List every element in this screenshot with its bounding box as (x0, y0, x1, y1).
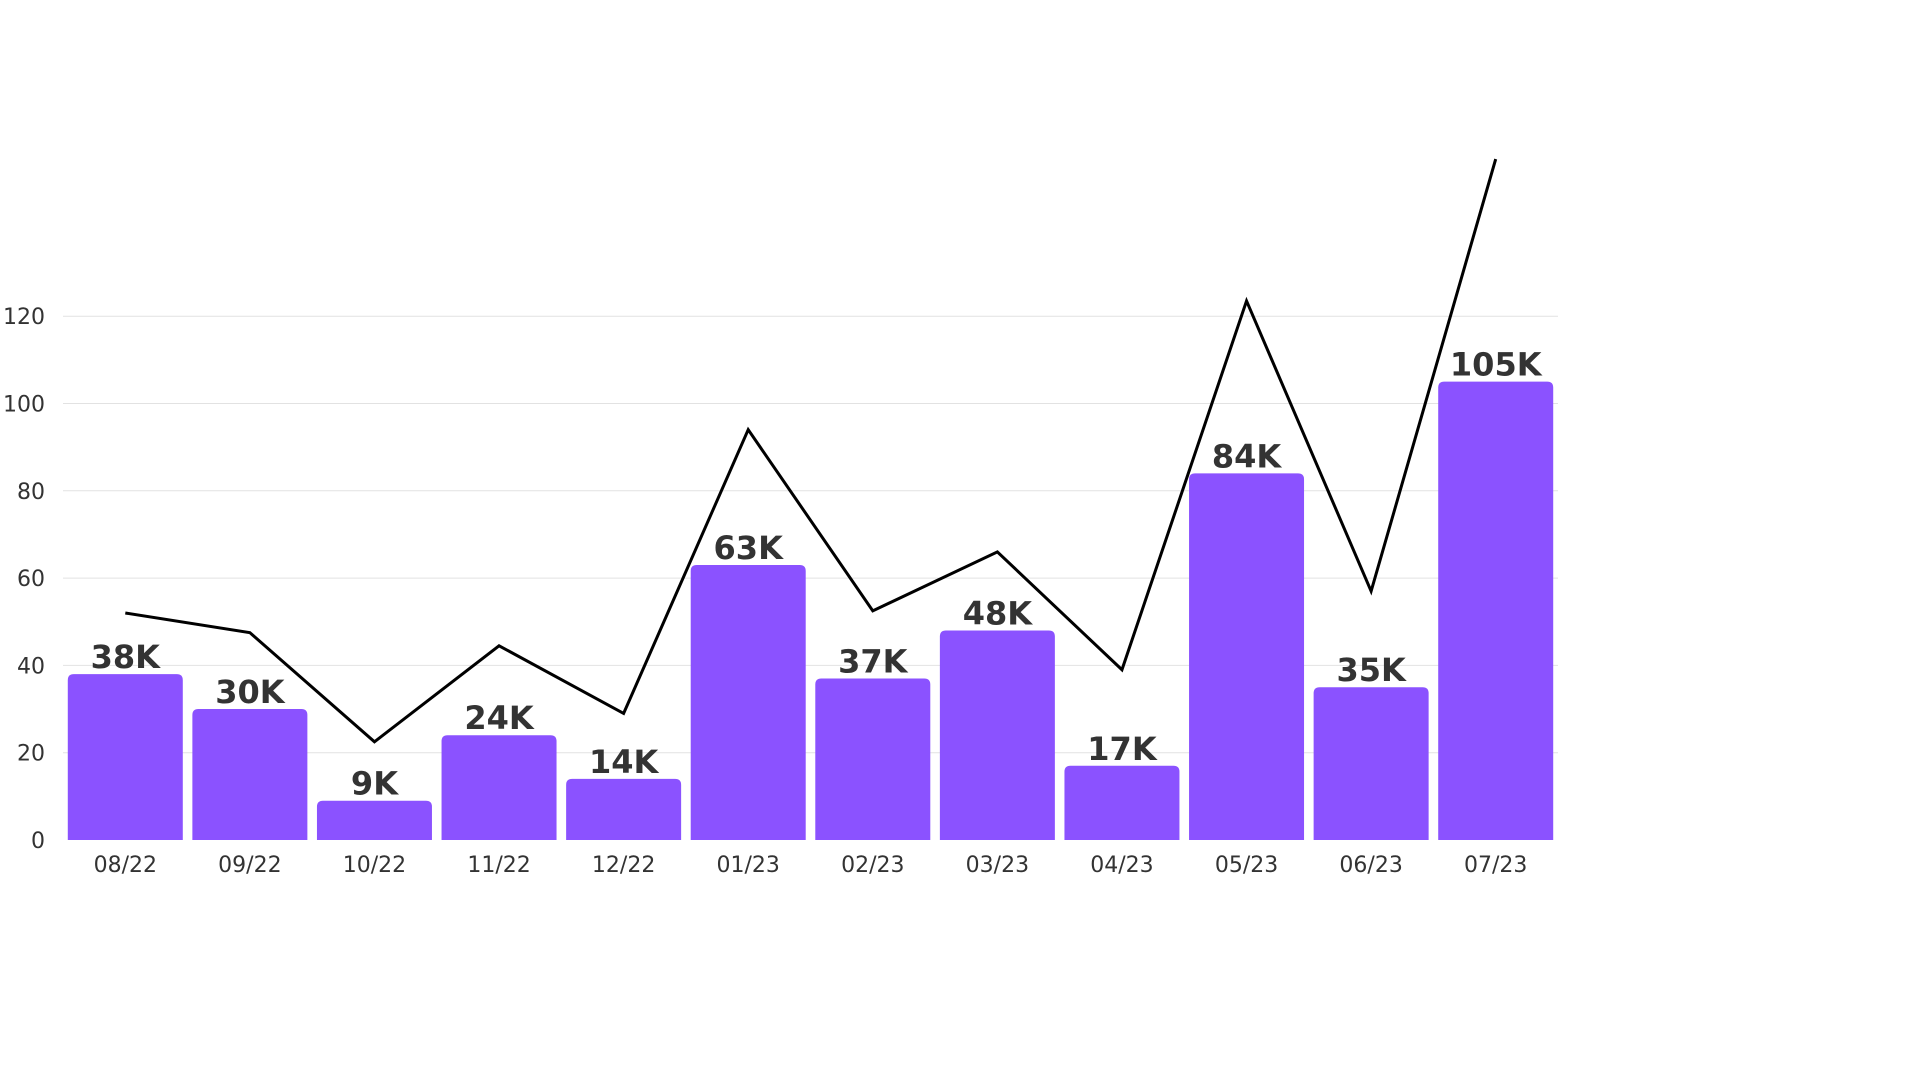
line-series-path (125, 158, 1498, 744)
bar-series (67, 381, 1554, 840)
x-tick-label: 12/22 (592, 853, 655, 878)
x-tick-label: 05/23 (1215, 853, 1278, 878)
data-label: 37K (838, 642, 909, 680)
bar (1313, 687, 1429, 840)
y-axis-ticks: 0 20 40 60 80 100 120 (3, 305, 45, 854)
x-tick-label: 06/23 (1339, 853, 1402, 878)
x-tick-label: 10/22 (343, 853, 406, 878)
combo-chart: 0 20 40 60 80 100 120 38K 30K 9K 24K 14K 63K 37K 48K 1… (3, 158, 1558, 878)
x-tick-label: 01/23 (717, 853, 780, 878)
x-tick-label: 04/23 (1090, 853, 1153, 878)
bar (1438, 381, 1554, 840)
y-tick-label: 60 (17, 567, 45, 592)
y-tick-label: 120 (3, 305, 45, 330)
bar (690, 565, 806, 840)
data-label: 17K (1087, 730, 1158, 768)
y-tick-label: 20 (17, 742, 45, 767)
y-tick-label: 100 (3, 393, 45, 418)
data-label: 30K (215, 673, 286, 711)
bar (1189, 473, 1305, 840)
y-tick-label: 40 (17, 654, 45, 679)
x-tick-label: 07/23 (1464, 853, 1527, 878)
x-tick-label: 08/22 (94, 853, 157, 878)
y-tick-label: 0 (31, 829, 45, 854)
gridlines (63, 315, 1558, 754)
x-tick-label: 11/22 (467, 853, 530, 878)
data-label: 84K (1212, 437, 1283, 475)
data-label: 14K (589, 743, 660, 781)
x-tick-label: 09/22 (218, 853, 281, 878)
bar (441, 735, 557, 840)
x-tick-label: 03/23 (966, 853, 1029, 878)
bar (566, 778, 682, 840)
bar (815, 678, 931, 840)
bar (1064, 765, 1180, 840)
bar (316, 800, 432, 840)
chart-canvas: 0 20 40 60 80 100 120 38K 30K 9K 24K 14K 63K 37K 48K 1… (3, 158, 1558, 878)
bar (939, 630, 1055, 840)
data-label: 105K (1450, 346, 1543, 384)
data-labels: 38K 30K 9K 24K 14K 63K 37K 48K 17K 84K 35K 105K (91, 346, 1543, 803)
data-label: 9K (351, 765, 399, 803)
x-axis-ticks: 08/22 09/22 10/22 11/22 12/22 01/23 02/23 03/23… (94, 853, 1528, 878)
data-label: 63K (714, 529, 785, 567)
x-tick-label: 02/23 (841, 853, 904, 878)
data-label: 24K (464, 699, 535, 737)
bar (192, 709, 308, 840)
data-label: 35K (1336, 651, 1407, 689)
data-label: 48K (963, 594, 1034, 632)
line-series (125, 158, 1498, 744)
data-label: 38K (91, 638, 162, 676)
bar (67, 674, 183, 840)
y-tick-label: 80 (17, 480, 45, 505)
